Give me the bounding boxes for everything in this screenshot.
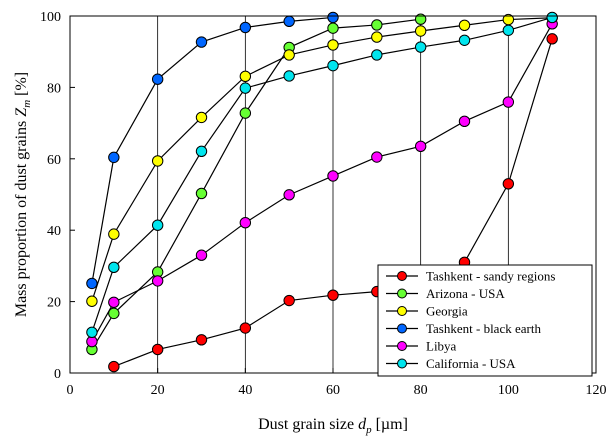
data-point bbox=[458, 19, 471, 31]
y-tick-label: 20 bbox=[47, 296, 61, 311]
data-point bbox=[195, 249, 208, 261]
data-point bbox=[195, 111, 208, 124]
data-point bbox=[86, 295, 98, 307]
data-point bbox=[327, 39, 339, 51]
data-point bbox=[239, 70, 252, 83]
data-point bbox=[151, 343, 164, 356]
data-point bbox=[86, 326, 98, 339]
data-point bbox=[239, 21, 252, 34]
data-point bbox=[414, 41, 427, 53]
series-4 bbox=[86, 18, 558, 348]
y-axis-title: Mass proportion of dust grains Zm [%] bbox=[13, 72, 33, 317]
legend-marker bbox=[397, 288, 407, 299]
data-point bbox=[108, 228, 120, 240]
data-point bbox=[151, 275, 164, 287]
data-point bbox=[283, 15, 295, 28]
x-tick-label: 20 bbox=[151, 383, 165, 398]
data-point bbox=[414, 13, 427, 25]
axes: 0 20 40 60 80 100 120 0 20 40 60 80 100 bbox=[40, 10, 607, 398]
legend-marker bbox=[397, 271, 407, 281]
legend-label: Tashkent - black earth bbox=[426, 321, 541, 336]
legend-item: Tashkent - sandy regions bbox=[386, 269, 555, 284]
x-tick-label: 120 bbox=[586, 383, 607, 398]
legend-label: Arizona - USA bbox=[426, 286, 505, 301]
y-tick-label: 100 bbox=[40, 10, 61, 25]
data-point bbox=[371, 31, 383, 43]
series-line bbox=[91, 17, 553, 302]
data-point bbox=[502, 24, 515, 36]
legend-item: Arizona - USA bbox=[386, 286, 505, 301]
x-axis-title: Dust grain size dp [µm] bbox=[258, 416, 408, 436]
data-point bbox=[195, 334, 208, 346]
data-point bbox=[86, 277, 98, 290]
data-point bbox=[239, 217, 252, 229]
x-tick-label: 100 bbox=[498, 383, 519, 398]
data-point bbox=[283, 70, 295, 82]
data-point bbox=[458, 34, 471, 46]
x-tick-label: 0 bbox=[67, 383, 74, 398]
legend-label: California - USA bbox=[426, 356, 516, 371]
y-tick-label: 0 bbox=[54, 367, 61, 382]
series-1 bbox=[86, 13, 427, 356]
legend: Tashkent - sandy regions Arizona - USA Geo… bbox=[377, 264, 593, 377]
data-point bbox=[546, 33, 558, 45]
data-point bbox=[327, 11, 339, 24]
series-line bbox=[91, 23, 553, 342]
legend-marker bbox=[397, 341, 407, 351]
y-tick-label: 80 bbox=[47, 81, 61, 96]
data-point bbox=[283, 189, 295, 201]
legend-item: Tashkent - black earth bbox=[386, 321, 541, 336]
data-point bbox=[414, 25, 427, 37]
legend-marker bbox=[397, 306, 407, 316]
data-point bbox=[327, 289, 339, 301]
legend-label: Tashkent - sandy regions bbox=[426, 269, 555, 284]
data-point bbox=[502, 178, 515, 190]
data-point bbox=[283, 294, 295, 307]
y-tick-label: 40 bbox=[47, 224, 61, 239]
y-tick-label: 60 bbox=[47, 153, 61, 168]
data-point bbox=[108, 307, 120, 320]
data-point bbox=[108, 296, 120, 309]
x-tick-label: 80 bbox=[414, 383, 428, 398]
data-point bbox=[195, 145, 208, 158]
data-point bbox=[371, 49, 383, 61]
series-3 bbox=[86, 11, 339, 290]
data-point bbox=[327, 22, 339, 34]
data-point bbox=[195, 187, 208, 200]
data-point bbox=[327, 170, 339, 182]
data-point bbox=[239, 322, 252, 334]
data-point bbox=[502, 96, 515, 108]
data-point bbox=[108, 360, 120, 373]
data-point bbox=[151, 73, 164, 85]
data-point bbox=[546, 11, 558, 24]
data-point bbox=[458, 115, 471, 128]
data-point bbox=[108, 151, 120, 164]
data-point bbox=[414, 140, 427, 153]
legend-box bbox=[377, 264, 593, 377]
legend-marker bbox=[397, 323, 407, 334]
data-point bbox=[195, 36, 208, 48]
data-point bbox=[239, 107, 252, 119]
data-point bbox=[108, 261, 120, 274]
data-point bbox=[151, 155, 164, 167]
data-point bbox=[239, 82, 252, 94]
data-point bbox=[151, 219, 164, 231]
data-point bbox=[327, 59, 339, 72]
series-line bbox=[91, 16, 553, 333]
series-5 bbox=[86, 11, 558, 339]
legend-label: Georgia bbox=[426, 304, 468, 319]
legend-item: Libya bbox=[386, 339, 457, 354]
legend-item: Georgia bbox=[386, 304, 468, 319]
data-point bbox=[283, 49, 295, 61]
data-point bbox=[371, 19, 383, 31]
legend-label: Libya bbox=[426, 339, 457, 354]
series-group bbox=[86, 11, 558, 373]
x-tick-label: 60 bbox=[326, 383, 340, 398]
data-point bbox=[371, 151, 383, 163]
x-tick-label: 40 bbox=[238, 383, 252, 398]
legend-item: California - USA bbox=[386, 356, 516, 371]
legend-marker bbox=[397, 358, 407, 369]
